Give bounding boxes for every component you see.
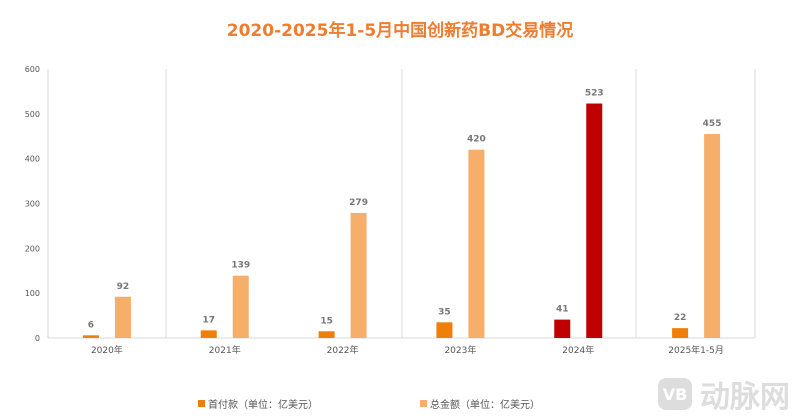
legend-swatch — [420, 400, 427, 407]
data-label: 279 — [349, 198, 368, 208]
bar-total — [468, 149, 485, 338]
legend-item-total: 总金额（单位：亿美元） — [420, 396, 540, 411]
data-label: 15 — [320, 316, 333, 326]
data-label: 17 — [202, 315, 215, 325]
y-tick-label: 400 — [25, 155, 40, 164]
watermark-text: 动脉网 — [700, 380, 790, 415]
bar-down-payment — [318, 331, 335, 338]
y-tick-label: 200 — [25, 244, 40, 253]
data-label: 6 — [88, 320, 94, 330]
y-tick-label: 300 — [25, 200, 40, 209]
watermark-logo: VB — [658, 378, 692, 410]
data-label: 35 — [438, 307, 451, 317]
y-tick-label: 500 — [25, 110, 40, 119]
bar-down-payment — [436, 322, 453, 338]
data-label: 455 — [703, 119, 722, 129]
data-label: 22 — [674, 313, 687, 323]
x-tick-label: 2020年 — [91, 344, 123, 356]
bar-total — [232, 275, 249, 338]
bar-down-payment — [82, 335, 99, 338]
data-label: 41 — [556, 305, 569, 315]
x-tick-label: 2021年 — [209, 344, 241, 356]
data-label: 92 — [117, 282, 130, 292]
legend-label: 首付款（单位：亿美元） — [208, 400, 318, 411]
legend-item-down-payment: 首付款（单位：亿美元） — [198, 396, 318, 411]
data-label: 420 — [467, 135, 486, 145]
bar-total — [114, 296, 131, 338]
x-tick-label: 2022年 — [327, 344, 359, 356]
y-tick-label: 100 — [25, 289, 40, 298]
legend-label: 总金额（单位：亿美元） — [430, 400, 540, 411]
data-label: 139 — [231, 261, 250, 271]
bar-total — [350, 212, 367, 338]
y-tick-label: 600 — [25, 65, 40, 74]
bar-total — [586, 103, 603, 338]
chart-title: 2020-2025年1-5月中国创新药BD交易情况 — [226, 21, 574, 41]
bar-down-payment — [554, 319, 571, 338]
bar-total — [704, 134, 721, 338]
legend-swatch — [198, 400, 205, 407]
x-tick-label: 2025年1-5月 — [668, 344, 724, 356]
data-label: 523 — [585, 89, 604, 99]
watermark: VB 动脉网 — [658, 372, 790, 416]
y-tick-label: 0 — [35, 334, 40, 343]
x-tick-label: 2024年 — [562, 344, 594, 356]
bar-down-payment — [672, 328, 689, 338]
bar-down-payment — [200, 330, 217, 338]
x-tick-label: 2023年 — [444, 344, 476, 356]
